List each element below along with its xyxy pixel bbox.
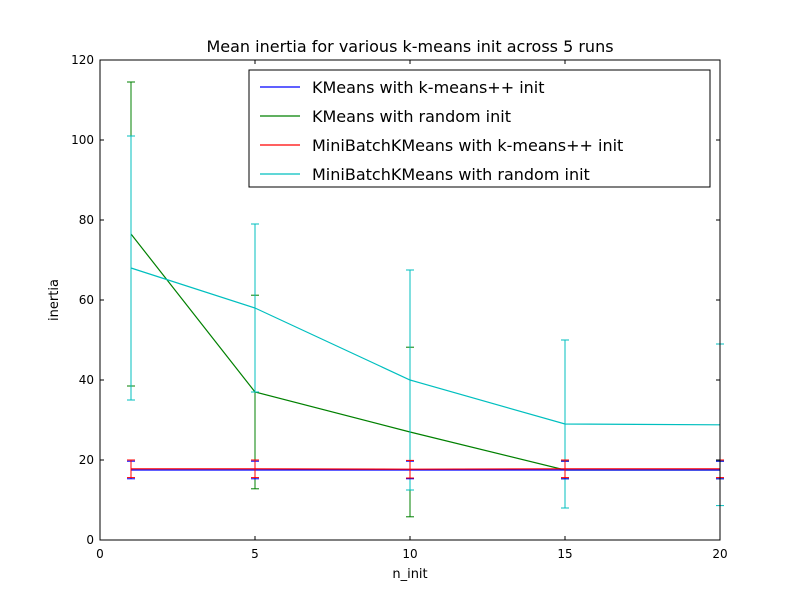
series-3 (127, 135, 724, 509)
y-axis-label: inertia (47, 279, 62, 321)
y-tick-label: 40 (79, 373, 94, 387)
legend-box (248, 69, 711, 188)
x-axis-label: n_init (392, 567, 427, 582)
y-tick-label: 120 (71, 53, 94, 67)
series-line (130, 267, 721, 426)
y-tick-label: 20 (79, 453, 94, 467)
y-tick-label: 0 (86, 533, 94, 547)
x-tick-label: 15 (557, 547, 572, 561)
legend: KMeans with k-means++ init KMeans with ra… (248, 69, 711, 188)
y-tick-label: 60 (79, 293, 94, 307)
legend-label: KMeans with k-means++ init (312, 78, 545, 97)
legend-label: MiniBatchKMeans with k-means++ init (312, 136, 623, 155)
x-tick-label: 20 (712, 547, 727, 561)
chart-title: Mean inertia for various k-means init ac… (206, 37, 613, 56)
y-tick-label: 100 (71, 133, 94, 147)
ticks-layer: 0 5 10 15 20 0 20 40 60 80 100 120 (71, 53, 728, 561)
x-tick-label: 5 (251, 547, 259, 561)
series-layer (127, 81, 724, 518)
legend-label: MiniBatchKMeans with random init (312, 165, 590, 184)
legend-label: KMeans with random init (312, 107, 511, 126)
x-tick-label: 10 (402, 547, 417, 561)
x-tick-label: 0 (96, 547, 104, 561)
y-tick-label: 80 (79, 213, 94, 227)
